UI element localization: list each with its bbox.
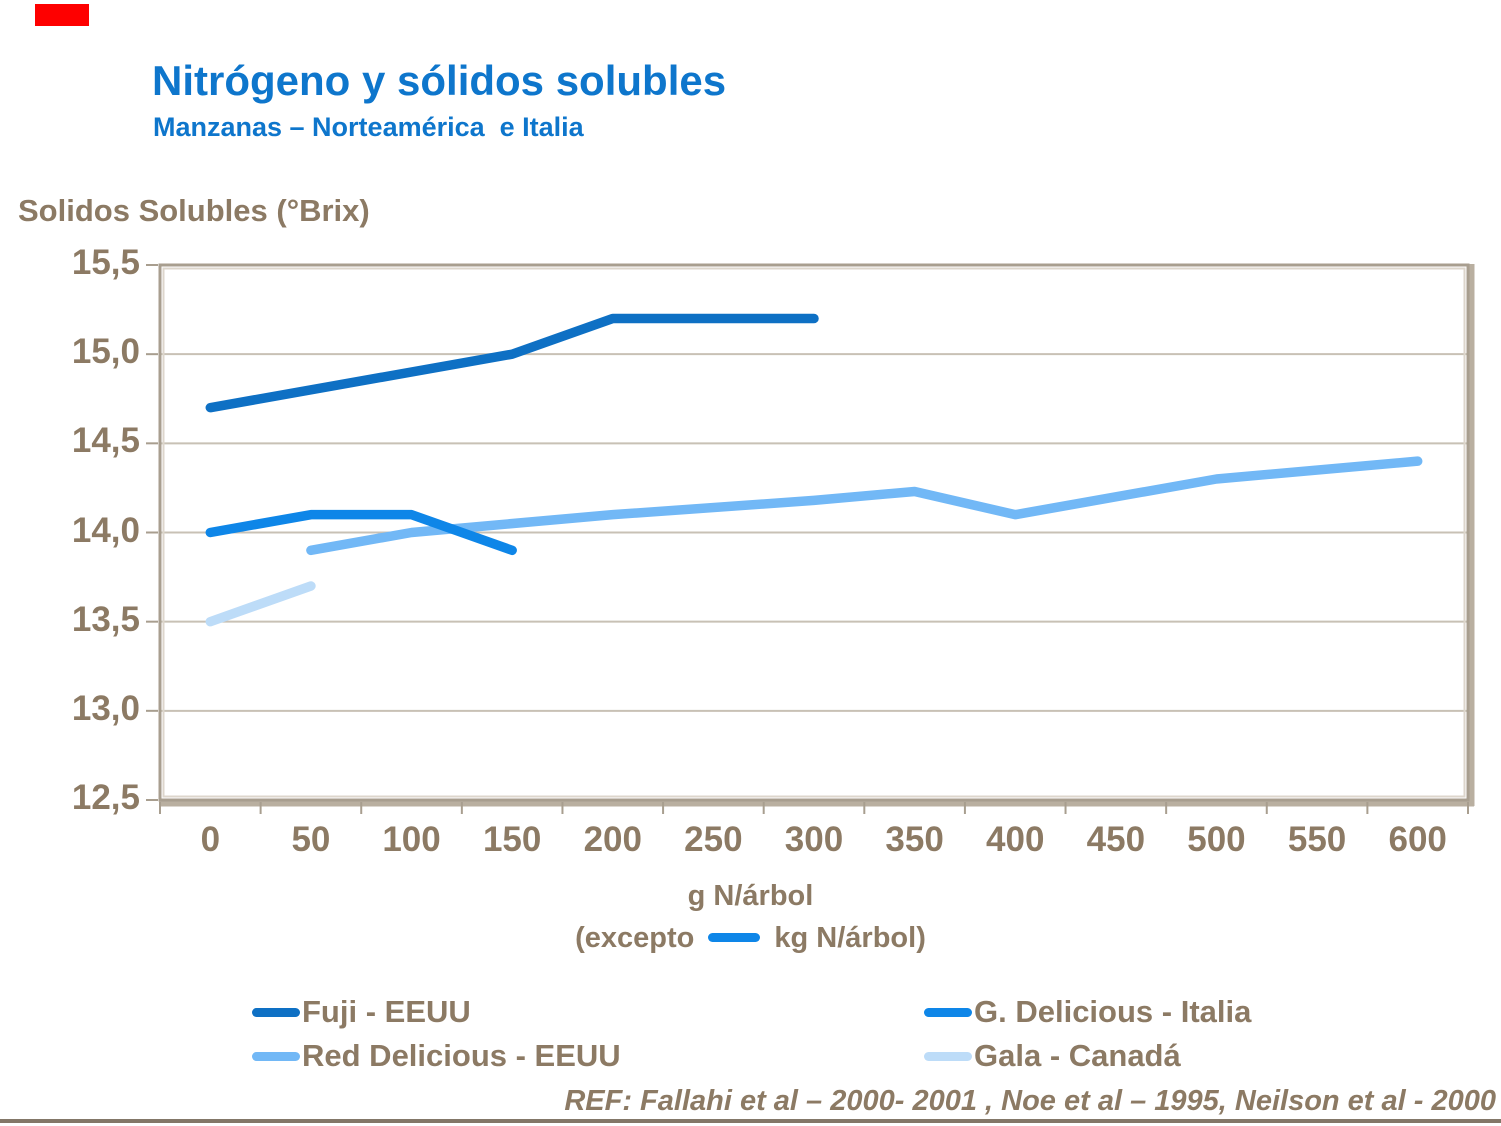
x-tick-label: 0 — [200, 820, 221, 859]
x-tick-label: 350 — [885, 820, 944, 859]
x-tick-label: 500 — [1187, 820, 1246, 859]
legend-item: Fuji - EEUU — [252, 990, 471, 1034]
y-tick-label: 12,5 — [71, 778, 140, 817]
bottom-rule — [0, 1119, 1501, 1123]
x-tick-label: 250 — [684, 820, 743, 859]
legend-label: Red Delicious - EEUU — [302, 1038, 621, 1073]
red-corner-mark — [35, 4, 89, 26]
y-axis-title: Solidos Solubles (°Brix) — [18, 193, 370, 228]
plot-frame-highlight — [162, 267, 1466, 798]
x-axis-note-pre: (excepto — [575, 922, 695, 954]
x-tick-label: 600 — [1388, 820, 1447, 859]
legend-label: Fuji - EEUU — [302, 994, 471, 1029]
x-tick-label: 150 — [482, 820, 542, 859]
kg-series-dash-icon — [708, 932, 761, 942]
x-axis-title: g N/árbol — [687, 880, 814, 912]
legend-series-dash-icon — [252, 1051, 300, 1061]
x-tick-label: 100 — [382, 820, 441, 859]
reference-footer: REF: Fallahi et al – 2000- 2001 , Noe et… — [564, 1085, 1496, 1117]
page-title: Nitrógeno y sólidos solubles — [152, 57, 727, 104]
series-line — [205, 581, 316, 627]
series-line — [205, 313, 819, 413]
x-tick-label: 300 — [784, 820, 844, 859]
legend-series-dash-icon — [924, 1051, 972, 1061]
x-tick-label: 400 — [986, 820, 1045, 859]
legend-series-dash-icon — [924, 1007, 972, 1017]
y-tick-label: 15,5 — [71, 243, 140, 282]
x-axis-note-post: kg N/árbol) — [774, 922, 926, 954]
x-tick-label: 200 — [583, 820, 642, 859]
plot-frame — [158, 263, 1470, 802]
legend-item: Red Delicious - EEUU — [252, 1034, 621, 1078]
legend-label: G. Delicious - Italia — [974, 994, 1252, 1029]
x-tick-label: 550 — [1287, 820, 1347, 859]
y-tick-label: 14,0 — [71, 510, 140, 550]
x-tick-label: 450 — [1086, 820, 1146, 859]
y-tick-label: 13,0 — [71, 688, 140, 728]
legend-label: Gala - Canadá — [974, 1038, 1181, 1073]
y-tick-label: 13,5 — [71, 599, 140, 639]
x-tick-label: 50 — [291, 820, 331, 859]
legend-item: G. Delicious - Italia — [924, 990, 1251, 1034]
y-tick-label: 15,0 — [71, 332, 140, 372]
x-axis-note: (excepto kg N/árbol) — [0, 922, 1501, 955]
y-tick-label: 14,5 — [71, 421, 140, 461]
legend-series-dash-icon — [252, 1007, 300, 1017]
legend-item: Gala - Canadá — [924, 1034, 1181, 1078]
page-subtitle: Manzanas – Norteamérica e Italia — [153, 112, 584, 142]
series-line — [205, 509, 517, 556]
